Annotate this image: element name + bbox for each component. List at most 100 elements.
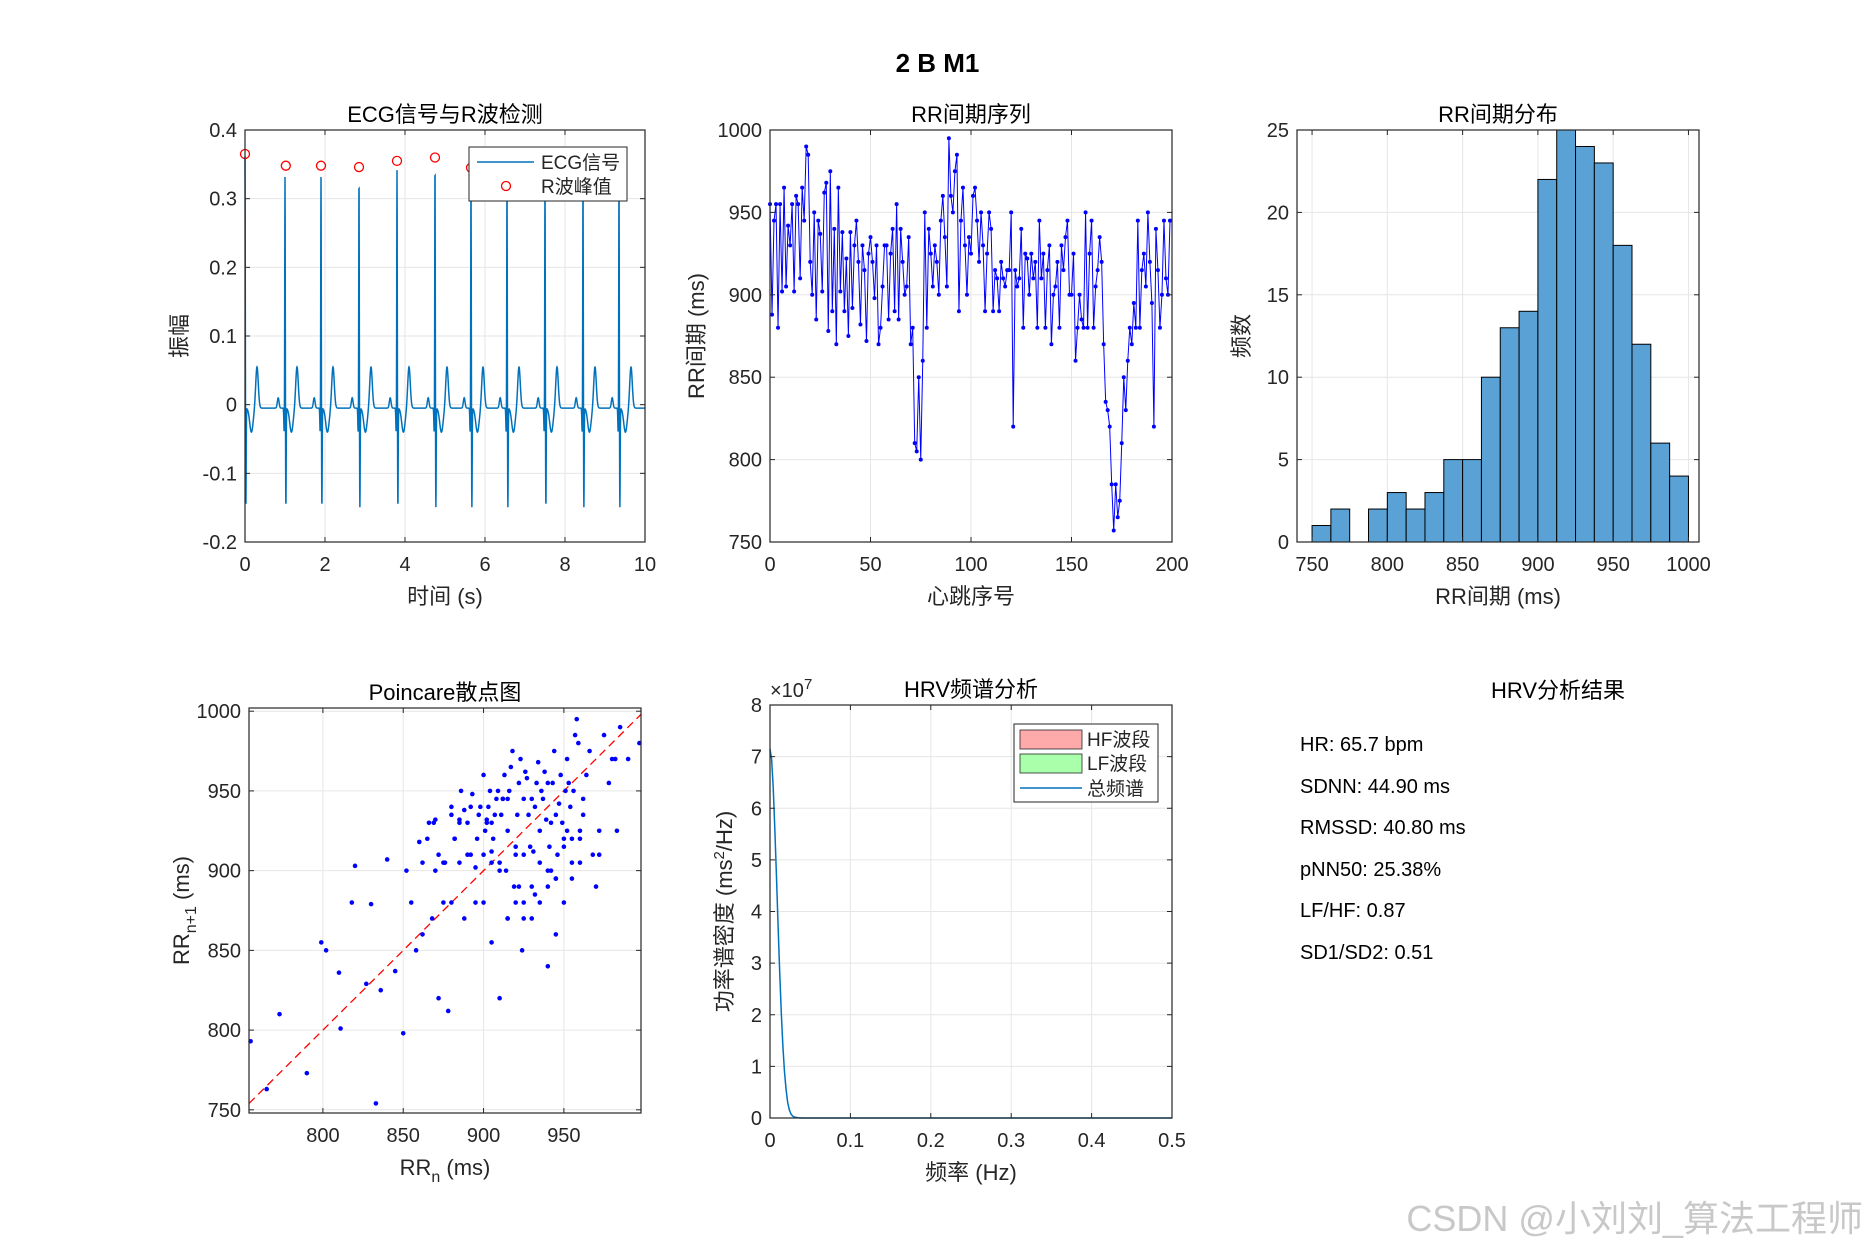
rr-point <box>1131 301 1136 306</box>
poincare-point <box>452 836 457 842</box>
spectrum-ytick-label: 2 <box>751 1005 762 1027</box>
rr-point <box>826 329 831 334</box>
poincare-point <box>617 724 623 730</box>
rr-point <box>866 251 871 256</box>
rr-point <box>928 251 933 256</box>
rr-point <box>770 312 775 317</box>
ecg-ytick-label: 0.4 <box>209 120 237 142</box>
rr-point <box>842 309 847 314</box>
rr-point <box>1023 251 1028 256</box>
rr_hist-title: RR间期分布 <box>1438 102 1558 127</box>
rr-point <box>1073 358 1078 363</box>
rr-point <box>950 210 955 215</box>
poincare-point <box>489 820 494 826</box>
poincare-point <box>569 860 575 865</box>
rr_series-ytick-label: 1000 <box>718 120 763 142</box>
poincare-point <box>481 852 486 857</box>
rr-point <box>856 259 861 264</box>
rr-point <box>1027 292 1032 297</box>
ecg-xtick-label: 10 <box>634 554 656 576</box>
rr-point <box>1089 218 1094 223</box>
poincare-point <box>429 916 435 921</box>
rr-point <box>846 334 851 338</box>
rr-point <box>834 342 839 347</box>
poincare-point <box>561 844 567 850</box>
hist-ylabel: 频数 <box>1229 314 1254 358</box>
poincare-point <box>449 804 454 810</box>
rr-point <box>1135 218 1140 223</box>
poincare-ytick-label: 800 <box>208 1020 241 1042</box>
rr_series-ytick-label: 800 <box>729 450 762 472</box>
poincare-point <box>352 863 358 869</box>
poincare-point <box>476 812 482 818</box>
poincare-point <box>545 868 551 873</box>
r-peak-marker <box>391 155 403 167</box>
poincare-xtick-label: 850 <box>387 1125 420 1147</box>
ecg-ylabel: 振幅 <box>167 314 192 358</box>
rr-point <box>804 144 809 149</box>
poincare-point <box>481 772 486 778</box>
r-peak-marker <box>315 160 327 171</box>
result-sd1sd2: SD1/SD2: 0.51 <box>1300 941 1434 964</box>
poincare-ytick-label: 950 <box>208 781 241 803</box>
rr-point <box>1013 268 1018 273</box>
rr-point <box>838 289 843 294</box>
poincare-point <box>494 796 499 802</box>
poincare-point <box>511 884 517 889</box>
rr-point <box>977 259 982 264</box>
poincare-point <box>564 756 570 762</box>
poincare-point <box>593 884 599 889</box>
poincare-point <box>523 769 528 775</box>
poincare-point <box>436 852 441 857</box>
ecg-title: ECG信号与R波检测 <box>347 102 543 127</box>
poincare-point <box>532 892 538 897</box>
rr-point <box>852 243 857 248</box>
poincare-point <box>571 788 576 794</box>
poincare-point <box>378 987 384 993</box>
rr-point <box>914 449 919 454</box>
poincare-point <box>490 836 496 842</box>
poincare-point <box>524 775 530 781</box>
rr-point <box>979 210 984 215</box>
poincare-point <box>590 852 596 857</box>
legend-lf-swatch <box>1019 753 1083 774</box>
poincare-point <box>580 812 586 818</box>
rr-point <box>948 193 953 198</box>
poincare-point <box>497 995 502 1001</box>
poincare-point <box>612 756 618 762</box>
poincare-point <box>487 788 493 794</box>
poincare-point <box>458 788 464 794</box>
rr-point <box>1039 276 1044 281</box>
rr-point <box>1101 342 1106 347</box>
poincare-ytick-label: 850 <box>208 940 241 962</box>
poincare-point <box>449 812 454 818</box>
rr-point <box>1151 424 1156 429</box>
poincare-point <box>540 796 546 802</box>
poincare-point <box>529 916 535 921</box>
poincare-point <box>505 916 510 921</box>
rr-point <box>1061 268 1066 273</box>
poincare-point <box>563 788 568 794</box>
rr-point <box>810 292 815 297</box>
poincare-point <box>526 812 531 818</box>
spectrum-xtick-label: 0.4 <box>1078 1130 1106 1152</box>
rr-point <box>1125 358 1130 363</box>
rr-point <box>850 305 855 310</box>
poincare-point <box>513 844 518 850</box>
rr-point <box>848 230 853 235</box>
hist-bar <box>1631 343 1652 543</box>
rr-point <box>894 202 899 207</box>
rr_hist-axes-box <box>1296 129 1700 543</box>
poincare-point <box>506 788 512 794</box>
hist-bar <box>1575 145 1595 543</box>
rr-series-xlabel: 心跳序号 <box>927 584 1015 609</box>
poincare-point <box>495 788 501 794</box>
rr-point <box>892 309 897 314</box>
poincare-axes-box <box>248 707 642 1114</box>
rr-point <box>1051 292 1056 297</box>
rr-point <box>1083 210 1088 215</box>
poincare-point <box>527 844 533 850</box>
rr-point <box>916 375 921 380</box>
spectrum-ytick-label: 6 <box>751 798 762 820</box>
rr-point <box>830 309 835 314</box>
